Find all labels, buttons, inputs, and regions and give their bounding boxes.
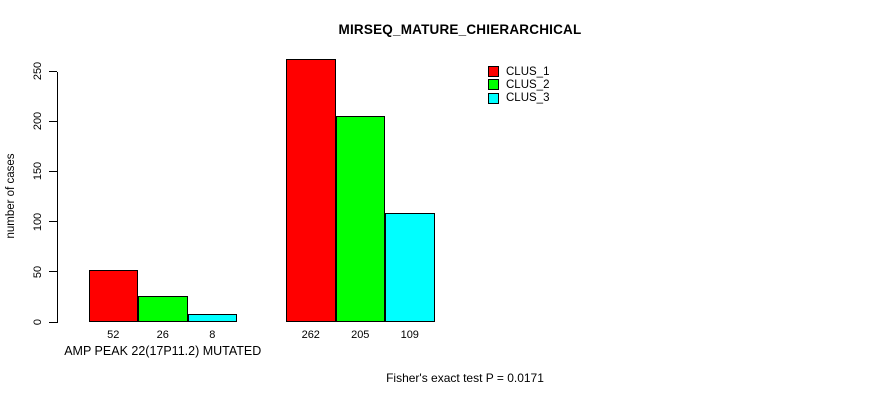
y-tick-mark — [49, 271, 57, 273]
bar-value-label: 205 — [351, 329, 370, 341]
legend-label: CLUS_3 — [506, 92, 550, 105]
bar-clus_3-group1 — [187, 313, 237, 322]
y-tick-label: 250 — [32, 61, 44, 81]
bar-clus_2-group1 — [138, 295, 188, 322]
bar-clus_1-group2 — [286, 58, 336, 322]
bar-clus_1-group1 — [88, 269, 138, 322]
y-tick-label: 0 — [32, 318, 44, 326]
y-tick-label: 50 — [32, 265, 44, 278]
y-axis-line — [57, 72, 58, 323]
bar-clus_3-group2 — [385, 212, 435, 322]
legend-label: CLUS_2 — [506, 78, 550, 91]
legend-item-clus_1: CLUS_1 — [488, 65, 549, 78]
y-tick-mark — [49, 221, 57, 223]
legend-swatch-icon — [488, 92, 499, 104]
y-tick-mark — [49, 120, 57, 122]
y-axis-label: number of cases — [5, 153, 17, 239]
legend-swatch-icon — [488, 79, 499, 91]
bar-value-label: 26 — [156, 329, 169, 341]
y-tick-label: 100 — [32, 212, 44, 231]
legend-swatch-icon — [488, 66, 499, 78]
bar-value-label: 52 — [107, 329, 120, 341]
bar-value-label: 109 — [400, 329, 419, 341]
legend-item-clus_2: CLUS_2 — [488, 78, 549, 91]
y-tick-label: 200 — [32, 112, 44, 131]
y-tick-label: 150 — [32, 162, 44, 181]
fisher-test-note: Fisher's exact test P = 0.0171 — [386, 371, 544, 385]
y-tick-mark — [49, 170, 57, 172]
x-axis-label: AMP PEAK 22(17P11.2) MUTATED — [64, 344, 262, 358]
bar-clus_2-group2 — [335, 116, 385, 322]
y-tick-mark — [49, 70, 57, 72]
legend: CLUS_1 CLUS_2 CLUS_3 — [488, 65, 549, 105]
bar-value-label: 8 — [209, 329, 216, 341]
bar-value-label: 262 — [301, 329, 320, 341]
legend-label: CLUS_1 — [506, 65, 550, 78]
legend-item-clus_3: CLUS_3 — [488, 92, 549, 105]
chart-title: MIRSEQ_MATURE_CHIERARCHICAL — [338, 22, 582, 37]
y-tick-mark — [49, 321, 57, 323]
